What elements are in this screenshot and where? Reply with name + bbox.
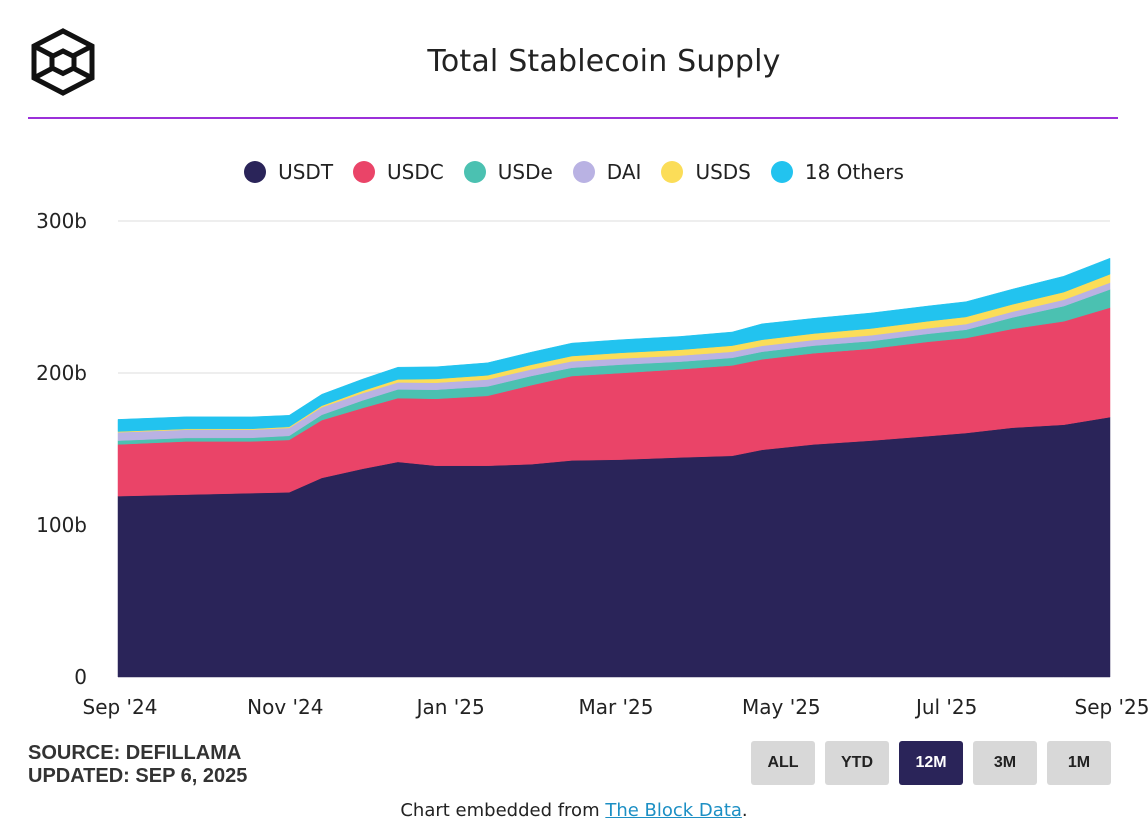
range-button-12m[interactable]: 12M [899, 741, 963, 785]
legend-item-dai[interactable]: DAI [572, 160, 642, 184]
embed-credit: Chart embedded from The Block Data. [0, 800, 1148, 821]
legend-label-usde: USDe [497, 160, 553, 184]
title-divider [28, 117, 1118, 119]
y-tick-label: 300b [36, 209, 87, 233]
legend-item-usdt[interactable]: USDT [244, 160, 333, 184]
y-tick-label: 200b [36, 361, 87, 385]
time-range-selector: ALL YTD 12M 3M 1M [751, 741, 1111, 785]
y-tick-label: 0 [74, 665, 87, 689]
range-button-ytd[interactable]: YTD [825, 741, 889, 785]
legend-item-usdc[interactable]: USDC [353, 160, 444, 184]
range-button-1m[interactable]: 1M [1047, 741, 1111, 785]
legend-item-usde[interactable]: USDe [463, 160, 553, 184]
stacked-area-chart: 0 100b 200b 300b Sep '24 Nov '24 Jan '25 Mar '2… [36, 209, 1148, 719]
legend-label-dai: DAI [606, 160, 642, 184]
range-button-all[interactable]: ALL [751, 741, 815, 785]
legend-label-usdc: USDC [387, 160, 444, 184]
legend-swatch-usdt [244, 161, 267, 183]
chart-title: Total Stablecoin Supply [427, 44, 781, 79]
legend-swatch-others [770, 161, 793, 183]
legend-swatch-usds [661, 161, 684, 183]
range-button-3m[interactable]: 3M [973, 741, 1037, 785]
chart-legend: USDT USDC USDe DAI USDS 18 Others [0, 160, 1148, 184]
source-label: SOURCE: DEFILLAMA [28, 742, 242, 764]
the-block-logo-icon [31, 28, 95, 96]
legend-swatch-usdc [353, 161, 376, 183]
legend-label-usdt: USDT [278, 160, 334, 184]
legend-label-usds: USDS [695, 160, 751, 184]
area-series-18-others[interactable] [117, 257, 1111, 432]
embed-prefix: Chart embedded from [400, 800, 606, 821]
x-tick-label: Jan '25 [415, 695, 485, 719]
x-tick-label: Jul '25 [914, 695, 977, 719]
updated-label: UPDATED: SEP 6, 2025 [28, 765, 248, 787]
legend-item-others[interactable]: 18 Others [770, 160, 904, 184]
y-tick-label: 100b [36, 513, 87, 537]
legend-label-others: 18 Others [804, 160, 904, 184]
legend-swatch-dai [572, 161, 595, 183]
x-tick-label: Sep '25 [1075, 695, 1148, 719]
legend-item-usds[interactable]: USDS [661, 160, 751, 184]
legend-swatch-usde [463, 161, 486, 183]
x-tick-label: May '25 [742, 695, 821, 719]
the-block-data-link[interactable]: The Block Data [605, 800, 742, 821]
x-tick-label: Nov '24 [247, 695, 323, 719]
x-tick-label: Mar '25 [578, 695, 653, 719]
embed-suffix: . [741, 800, 748, 821]
source-note: SOURCE: DEFILLAMA UPDATED: SEP 6, 2025 [28, 742, 247, 788]
x-tick-label: Sep '24 [83, 695, 158, 719]
